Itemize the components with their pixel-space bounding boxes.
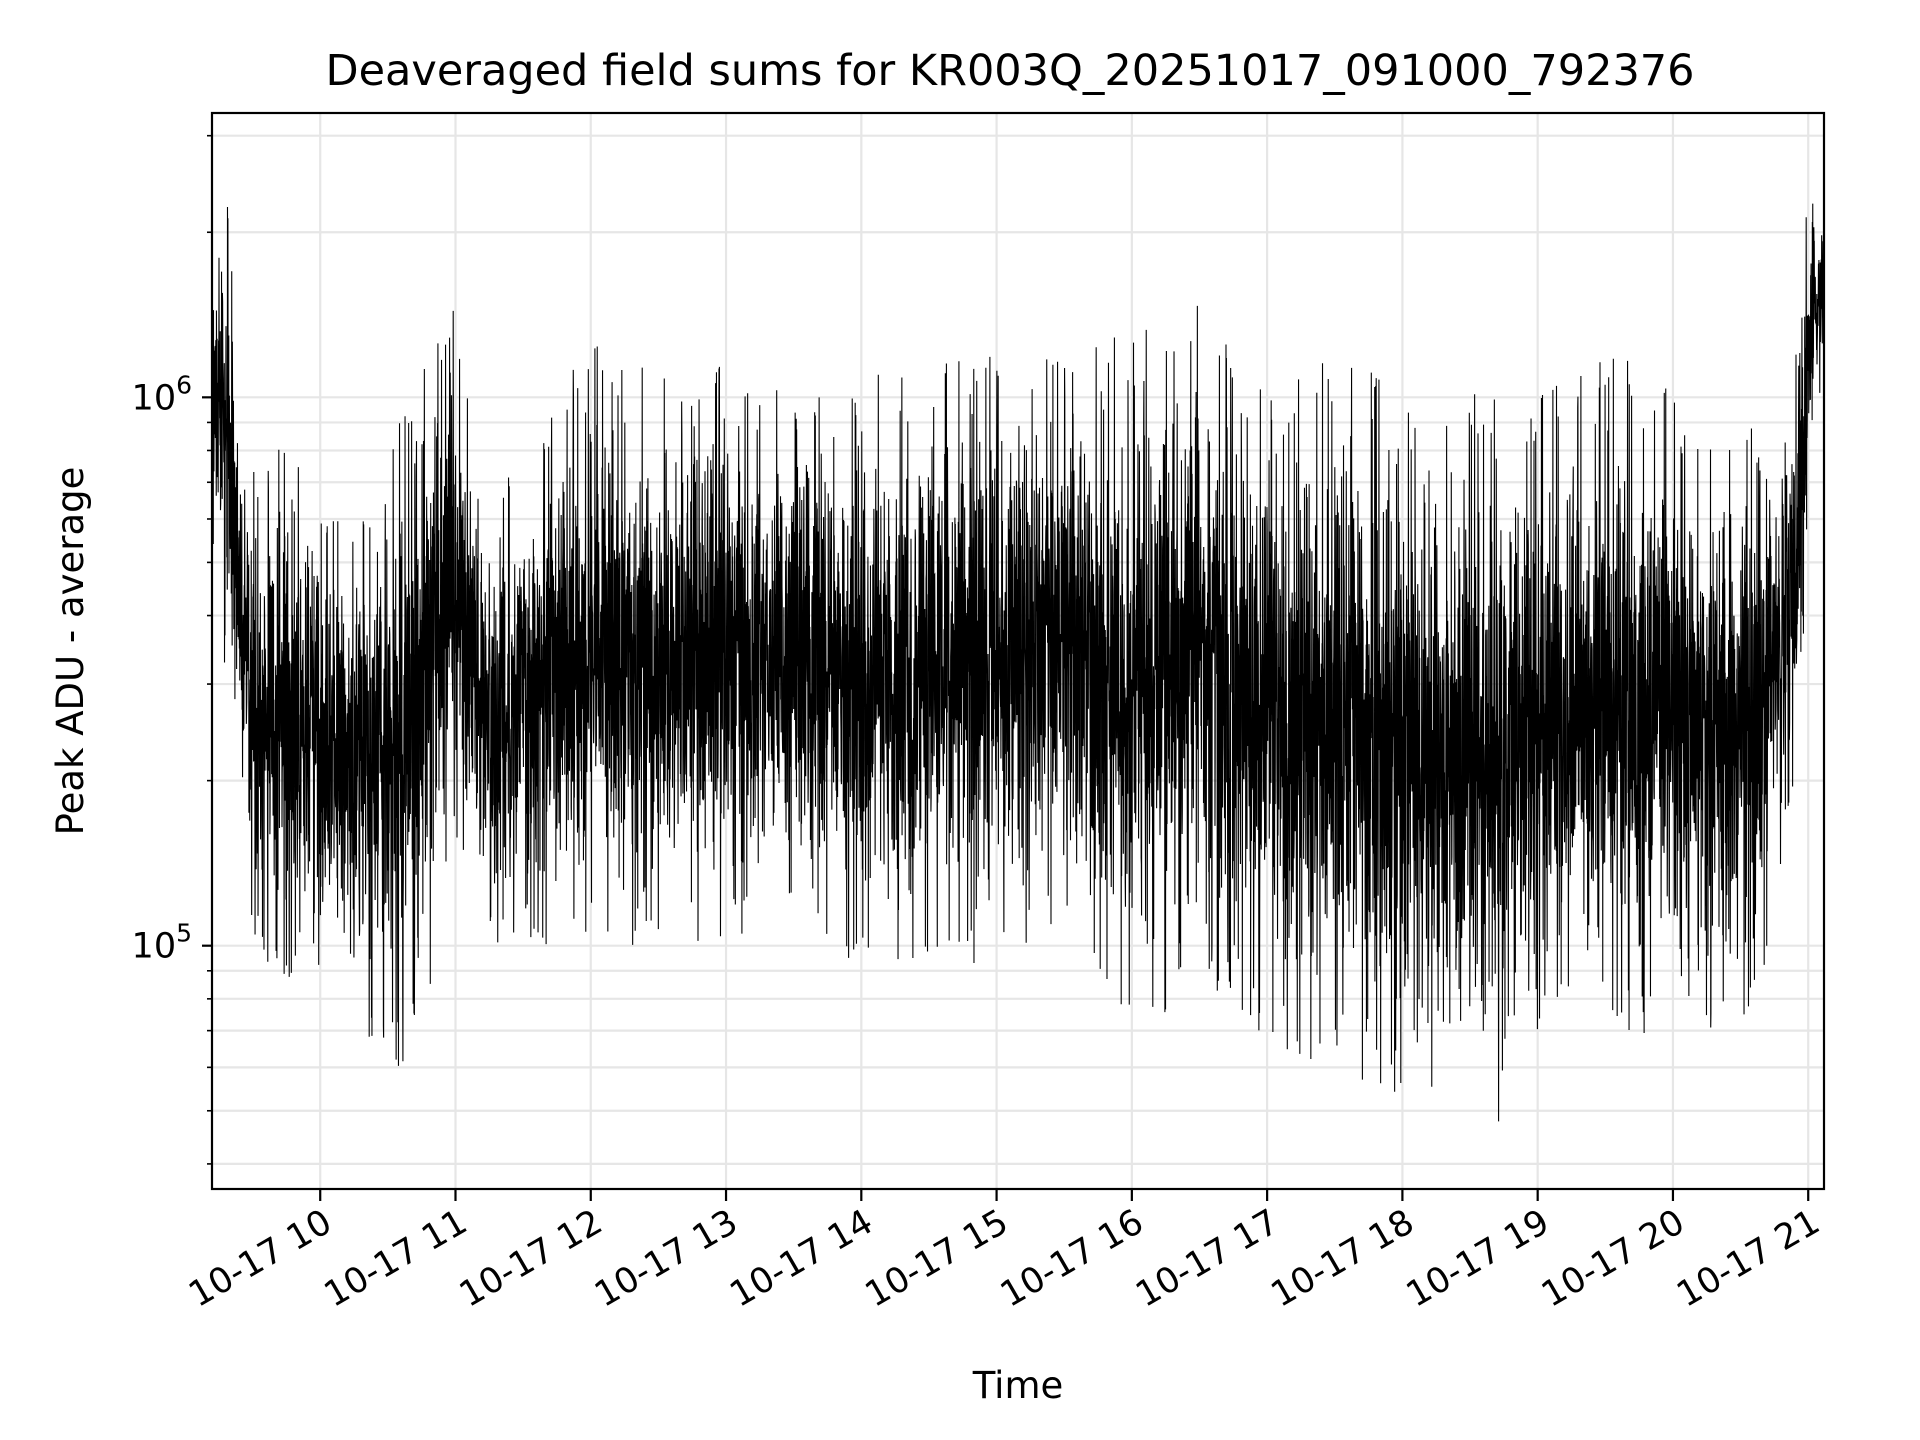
y-tick-base: 10 xyxy=(132,378,177,418)
series-line xyxy=(211,203,1825,1122)
y-tick-label: 106 xyxy=(132,370,192,418)
y-tick-exponent: 6 xyxy=(176,370,192,399)
y-tick-exponent: 5 xyxy=(176,919,192,948)
data-layer xyxy=(211,203,1825,1122)
x-axis-label: Time xyxy=(972,1364,1064,1407)
y-tick-base: 10 xyxy=(132,927,177,967)
plot-frame xyxy=(210,111,1826,1191)
y-tick-label: 105 xyxy=(132,919,192,967)
chart-title: Deaveraged field sums for KR003Q_2025101… xyxy=(325,46,1694,96)
y-axis-label: Peak ADU - average xyxy=(49,467,92,836)
